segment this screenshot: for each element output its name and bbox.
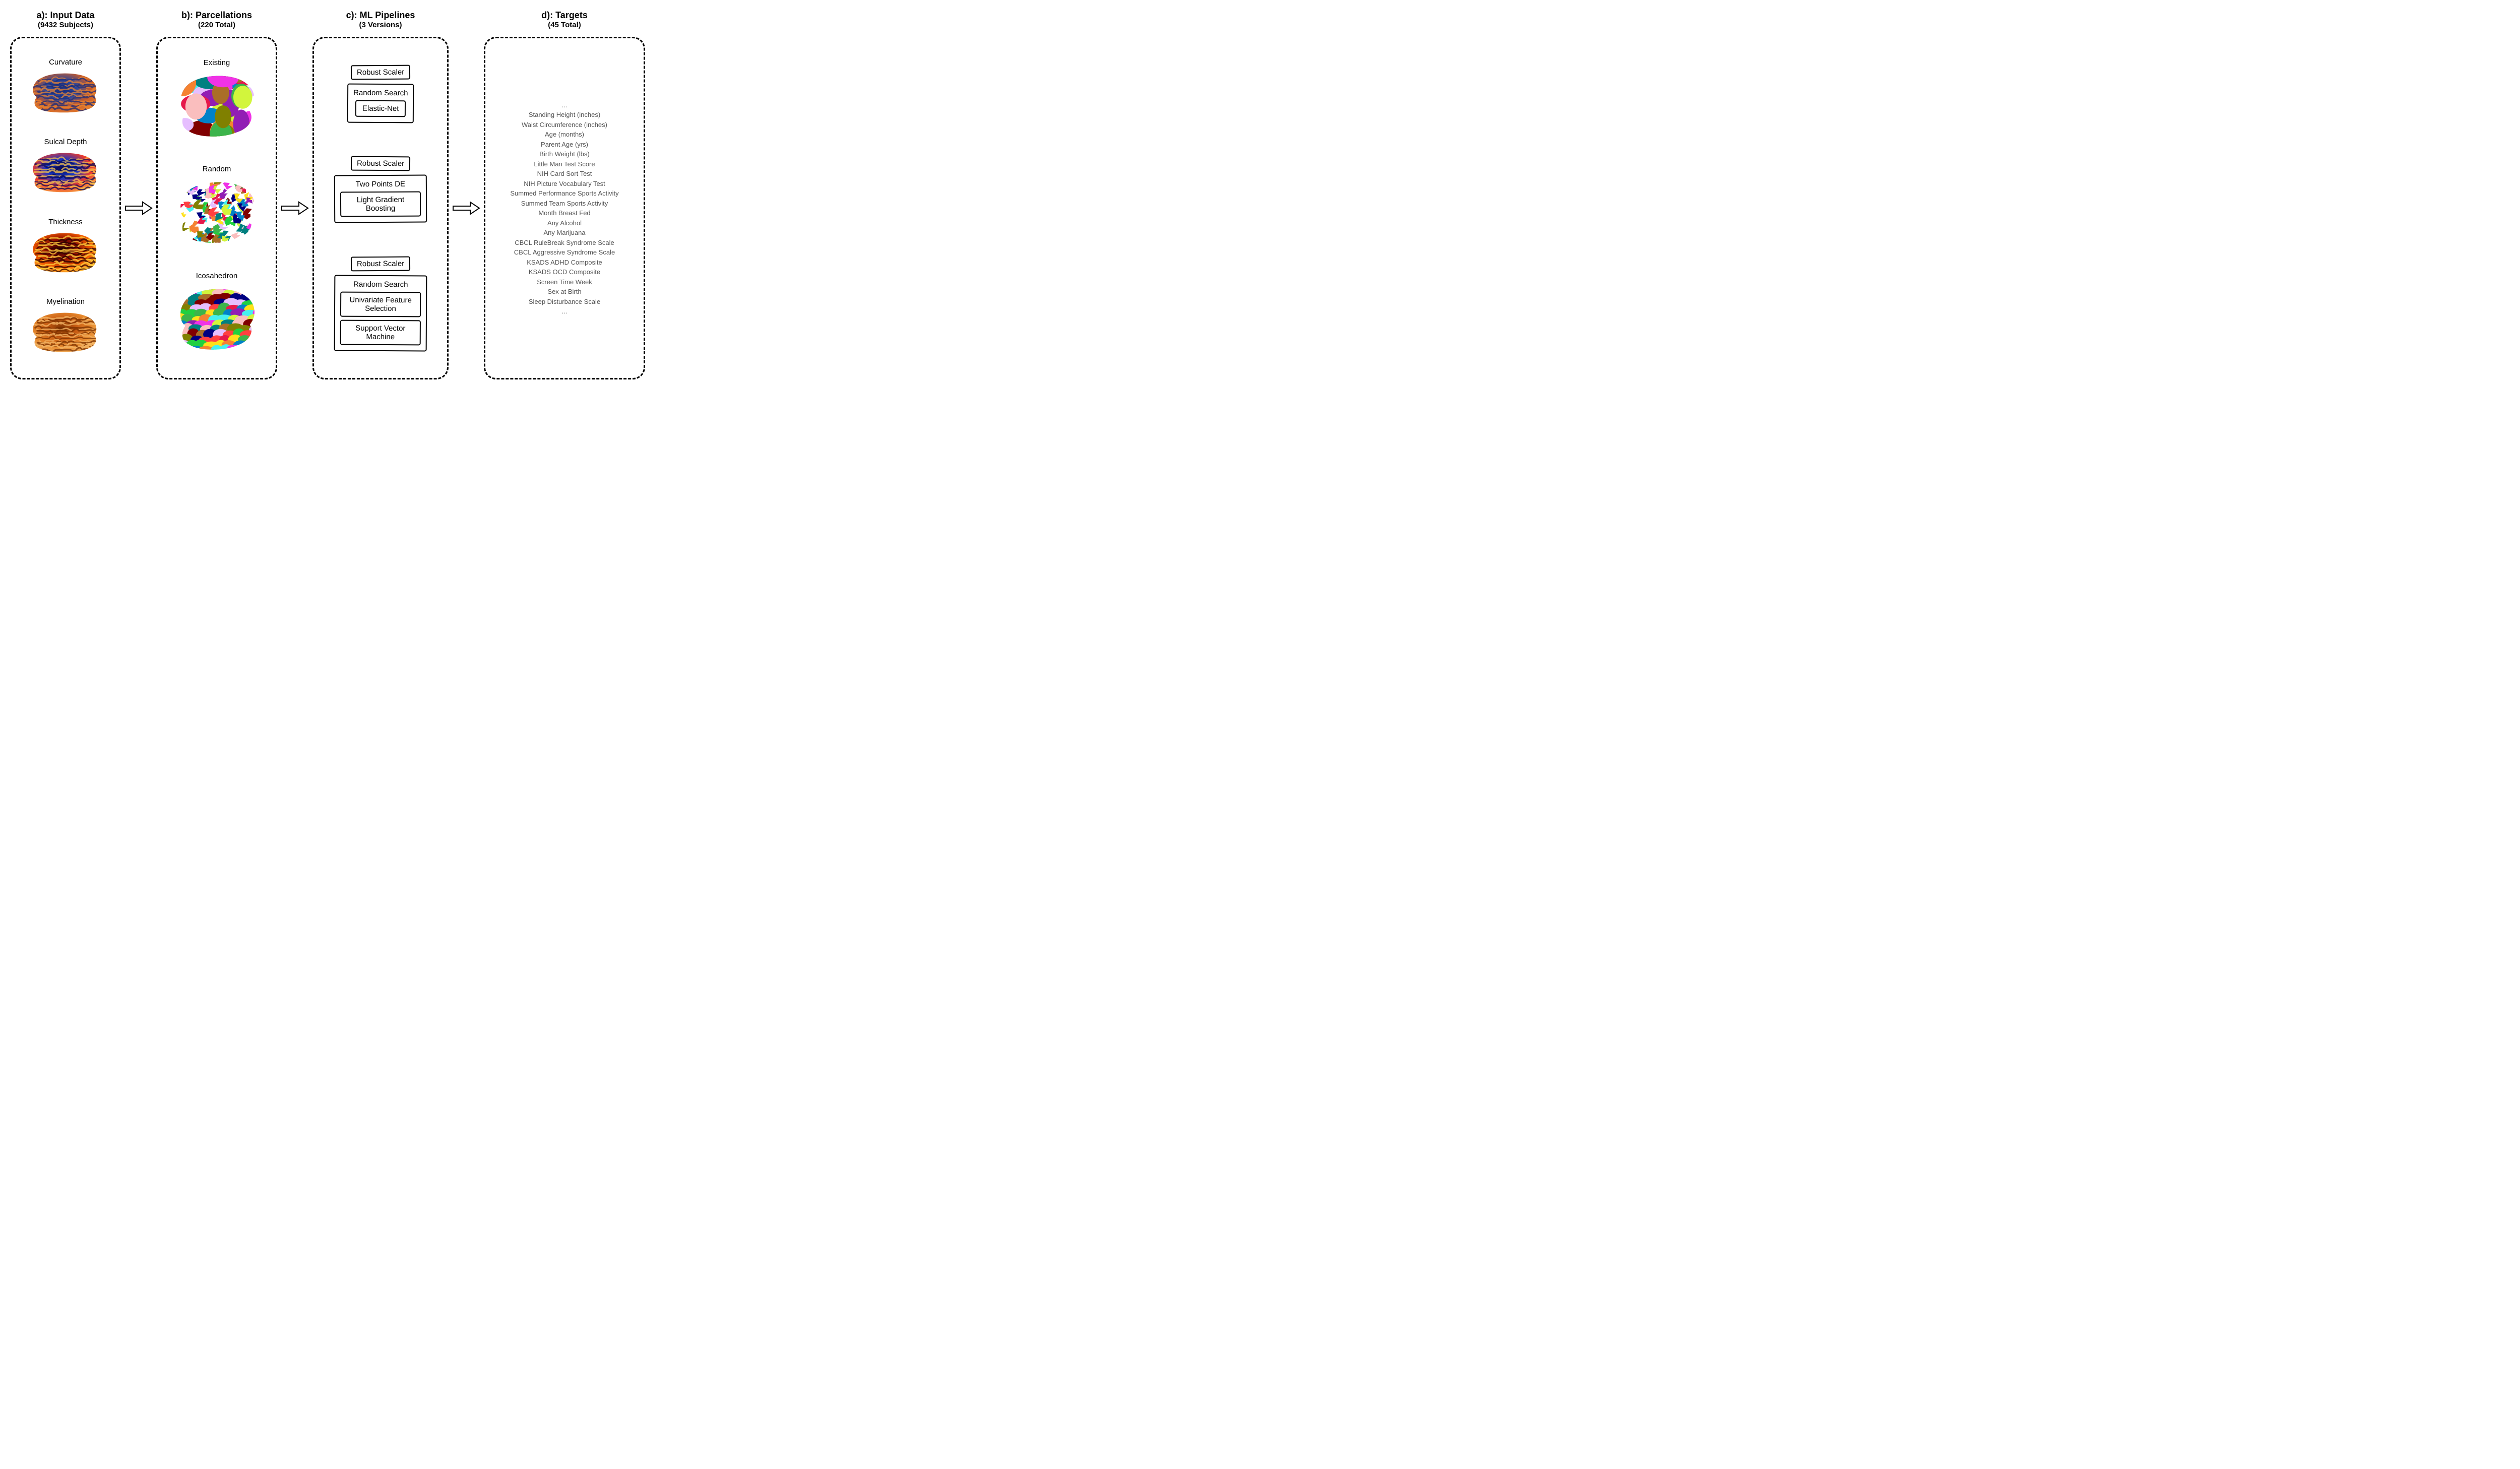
brain-icon <box>25 148 106 199</box>
arrow-icon <box>124 200 153 216</box>
pipeline-model-box: Elastic-Net <box>355 100 406 117</box>
pipeline-search-box: Random Search Elastic-Net <box>347 84 414 123</box>
pipeline-pre-box: Robust Scaler <box>351 65 410 80</box>
target-item: CBCL Aggressive Syndrome Scale <box>514 247 615 258</box>
target-item: Parent Age (yrs) <box>541 140 588 150</box>
target-item: NIH Card Sort Test <box>537 169 592 179</box>
arrow-a-to-b <box>121 37 156 379</box>
target-item: Waist Circumference (inches) <box>522 120 607 130</box>
panel-d-wrap: d): Targets (45 Total) ...Standing Heigh… <box>484 10 645 379</box>
pipeline-2: Robust Scaler Random Search Univariate Fea… <box>328 257 433 351</box>
brain-label: Sulcal Depth <box>44 138 87 146</box>
panel-a-subtitle: (9432 Subjects) <box>37 21 95 29</box>
brain-label: Curvature <box>49 58 82 67</box>
target-item: KSADS OCD Composite <box>529 267 600 277</box>
input-brain-myelination: Myelination <box>20 297 111 358</box>
panel-d-header: d): Targets (45 Total) <box>541 10 588 33</box>
pipeline-search-box: Random Search Univariate Feature Selectio… <box>334 275 427 351</box>
target-item: Sex at Birth <box>547 287 581 297</box>
panel-d: ...Standing Height (inches)Waist Circumf… <box>484 37 645 379</box>
parcellation-label: Existing <box>204 58 230 67</box>
panel-d-title: d): Targets <box>541 10 588 21</box>
brain-label: Thickness <box>48 218 83 226</box>
panel-a: Curvature Sulcal Depth Thickness Myelinatio… <box>10 37 121 379</box>
target-item: KSADS ADHD Composite <box>527 258 602 268</box>
panel-b-subtitle: (220 Total) <box>181 21 252 29</box>
brain-icon <box>25 69 106 119</box>
target-item: Standing Height (inches) <box>529 110 600 120</box>
panel-d-subtitle: (45 Total) <box>541 21 588 29</box>
input-brain-curvature: Curvature <box>20 58 111 119</box>
targets-ellipsis-top: ... <box>562 100 568 110</box>
target-item: Any Alcohol <box>547 218 582 228</box>
target-item: Birth Weight (lbs) <box>539 149 589 159</box>
input-brain-thickness: Thickness <box>20 218 111 279</box>
pipeline-pre-box: Robust Scaler <box>351 256 410 271</box>
brain-label: Myelination <box>46 297 85 306</box>
target-item: Age (months) <box>545 130 584 140</box>
search-strategy-label: Two Points DE <box>356 180 405 189</box>
pipeline-model-box: Univariate Feature Selection <box>340 291 421 317</box>
panel-a-wrap: a): Input Data (9432 Subjects) Curvature… <box>10 10 121 379</box>
brain-icon <box>25 228 106 279</box>
search-strategy-label: Random Search <box>353 280 408 289</box>
target-item: Screen Time Week <box>537 277 592 287</box>
panel-c: Robust ScalerRandom SearchElastic-NetRob… <box>312 37 449 379</box>
pipeline-figure: a): Input Data (9432 Subjects) Curvature… <box>10 10 766 379</box>
target-item: CBCL RuleBreak Syndrome Scale <box>515 238 614 248</box>
target-item: Any Marijuana <box>543 228 585 238</box>
parcellation-label: Icosahedron <box>196 272 238 280</box>
pipeline-1: Robust Scaler Two Points DE Light Gradient… <box>328 156 433 223</box>
search-strategy-label: Random Search <box>353 89 408 98</box>
target-item: NIH Picture Vocabulary Test <box>524 179 605 189</box>
pipeline-model-box: Light Gradient Boosting <box>340 191 421 217</box>
panel-c-subtitle: (3 Versions) <box>346 21 415 29</box>
panel-b: Existing Random Icosahedron <box>156 37 277 379</box>
pipeline-0: Robust Scaler Random Search Elastic-Net <box>328 65 433 123</box>
panel-a-title: a): Input Data <box>37 10 95 21</box>
panel-b-wrap: b): Parcellations (220 Total) Existing Ra… <box>156 10 277 379</box>
target-item: Summed Performance Sports Activity <box>510 188 618 199</box>
arrow-icon <box>281 200 309 216</box>
panel-c-header: c): ML Pipelines (3 Versions) <box>346 10 415 33</box>
parcellation-brain-icon <box>174 175 260 251</box>
target-item: Summed Team Sports Activity <box>521 199 608 209</box>
targets-list: ...Standing Height (inches)Waist Circumf… <box>510 100 618 316</box>
arrow-icon <box>452 200 480 216</box>
panel-c-title: c): ML Pipelines <box>346 10 415 21</box>
arrow-b-to-c <box>277 37 312 379</box>
input-brain-sulcal-depth: Sulcal Depth <box>20 138 111 199</box>
pipeline-pre-box: Robust Scaler <box>351 156 410 171</box>
parcellation-icosahedron: Icosahedron <box>166 272 268 358</box>
arrow-c-to-d <box>449 37 484 379</box>
brain-icon <box>25 308 106 358</box>
panel-b-title: b): Parcellations <box>181 10 252 21</box>
target-item: Month Breast Fed <box>538 208 590 218</box>
targets-ellipsis-bottom: ... <box>562 306 568 316</box>
parcellation-brain-icon <box>174 282 260 358</box>
parcellation-label: Random <box>203 165 231 173</box>
target-item: Sleep Disturbance Scale <box>529 297 600 307</box>
target-item: Little Man Test Score <box>534 159 595 169</box>
parcellation-brain-icon <box>174 69 260 145</box>
parcellation-existing: Existing <box>166 58 268 145</box>
panel-a-header: a): Input Data (9432 Subjects) <box>37 10 95 33</box>
pipeline-model-box: Support Vector Machine <box>340 320 421 345</box>
pipeline-search-box: Two Points DE Light Gradient Boosting <box>334 175 427 223</box>
parcellation-random: Random <box>166 165 268 251</box>
panel-b-header: b): Parcellations (220 Total) <box>181 10 252 33</box>
panel-c-wrap: c): ML Pipelines (3 Versions) Robust Sca… <box>312 10 449 379</box>
